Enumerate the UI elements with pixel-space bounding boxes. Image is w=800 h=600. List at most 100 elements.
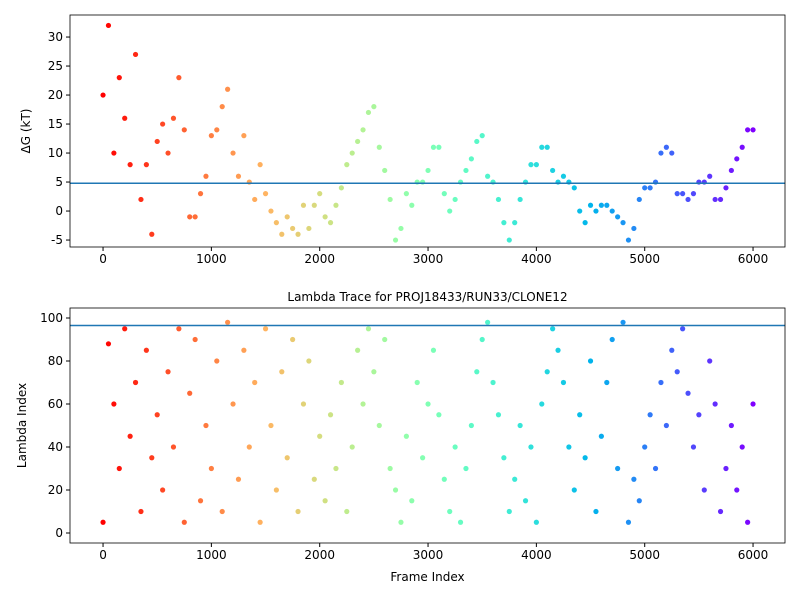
point bbox=[663, 144, 669, 150]
point bbox=[365, 326, 372, 332]
point bbox=[230, 150, 236, 156]
y-tick-label: 100 bbox=[40, 311, 63, 325]
point bbox=[132, 379, 139, 386]
point bbox=[300, 401, 307, 407]
point bbox=[717, 196, 724, 203]
point bbox=[517, 422, 523, 429]
point bbox=[620, 220, 626, 226]
point bbox=[701, 487, 707, 493]
point bbox=[550, 326, 556, 332]
point bbox=[317, 433, 323, 439]
x-tick-label: 5000 bbox=[629, 548, 660, 562]
point bbox=[582, 220, 588, 226]
point bbox=[544, 369, 550, 375]
point bbox=[577, 412, 583, 418]
point bbox=[436, 144, 442, 150]
point bbox=[300, 202, 307, 208]
point bbox=[479, 336, 485, 343]
point bbox=[219, 508, 225, 515]
point bbox=[327, 412, 334, 418]
point bbox=[598, 433, 604, 439]
point bbox=[311, 476, 317, 482]
point bbox=[138, 508, 144, 515]
x-tick-label: 3000 bbox=[413, 548, 444, 562]
point bbox=[631, 225, 637, 232]
point bbox=[149, 455, 155, 461]
point bbox=[214, 358, 220, 364]
point bbox=[425, 401, 431, 407]
x-axis-label: Frame Index bbox=[390, 570, 464, 584]
point bbox=[170, 115, 177, 121]
point bbox=[685, 390, 691, 396]
point bbox=[176, 75, 182, 81]
point bbox=[463, 167, 469, 174]
point bbox=[642, 185, 648, 191]
point bbox=[652, 465, 659, 472]
point bbox=[333, 202, 339, 208]
point bbox=[707, 358, 713, 364]
point bbox=[225, 86, 231, 92]
point bbox=[322, 498, 328, 504]
point bbox=[252, 379, 258, 386]
point bbox=[734, 487, 740, 493]
x-tick-label: 1000 bbox=[196, 252, 227, 266]
point bbox=[474, 369, 480, 375]
point bbox=[669, 347, 675, 353]
point bbox=[674, 191, 680, 197]
point bbox=[192, 336, 198, 343]
axes-frame bbox=[69, 14, 786, 248]
point bbox=[517, 196, 523, 203]
point bbox=[127, 162, 133, 168]
point bbox=[230, 401, 236, 407]
point bbox=[463, 465, 469, 472]
point bbox=[533, 162, 539, 168]
point bbox=[577, 208, 583, 214]
point bbox=[344, 162, 350, 168]
point bbox=[344, 508, 350, 515]
y-tick-label: 20 bbox=[48, 483, 63, 497]
point bbox=[154, 138, 160, 145]
point bbox=[739, 144, 745, 150]
point bbox=[322, 214, 328, 220]
point bbox=[371, 369, 377, 375]
point bbox=[181, 127, 187, 133]
point bbox=[452, 444, 458, 450]
plot-area bbox=[70, 22, 785, 243]
point bbox=[441, 476, 447, 482]
point bbox=[550, 167, 556, 174]
point bbox=[669, 150, 675, 156]
point bbox=[170, 444, 177, 450]
x-tick-label: 6000 bbox=[738, 548, 769, 562]
point bbox=[522, 498, 529, 504]
point bbox=[279, 369, 285, 375]
point bbox=[468, 156, 474, 162]
point bbox=[625, 519, 632, 525]
point bbox=[116, 465, 122, 472]
point bbox=[187, 214, 193, 220]
point bbox=[750, 127, 756, 133]
point bbox=[560, 173, 567, 179]
point bbox=[154, 412, 160, 418]
point bbox=[290, 336, 296, 343]
point bbox=[387, 196, 393, 203]
point bbox=[181, 519, 187, 525]
point bbox=[398, 519, 404, 525]
point bbox=[365, 109, 372, 116]
point bbox=[560, 379, 567, 386]
point bbox=[609, 208, 615, 214]
x-tick-label: 0 bbox=[99, 548, 107, 562]
point bbox=[409, 202, 415, 208]
point bbox=[604, 202, 610, 208]
point bbox=[262, 191, 269, 197]
point bbox=[333, 465, 339, 472]
point bbox=[447, 208, 453, 214]
point bbox=[273, 487, 279, 493]
point bbox=[745, 519, 751, 525]
point bbox=[382, 167, 388, 174]
point bbox=[501, 455, 507, 461]
point bbox=[647, 185, 653, 191]
point bbox=[658, 379, 664, 386]
point bbox=[430, 347, 437, 353]
y-axis-label: ΔG (kT) bbox=[19, 109, 33, 154]
point bbox=[620, 319, 626, 325]
